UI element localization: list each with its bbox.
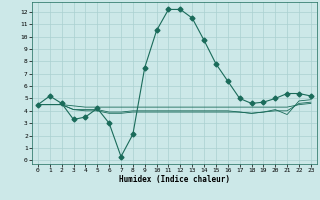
X-axis label: Humidex (Indice chaleur): Humidex (Indice chaleur) [119,175,230,184]
